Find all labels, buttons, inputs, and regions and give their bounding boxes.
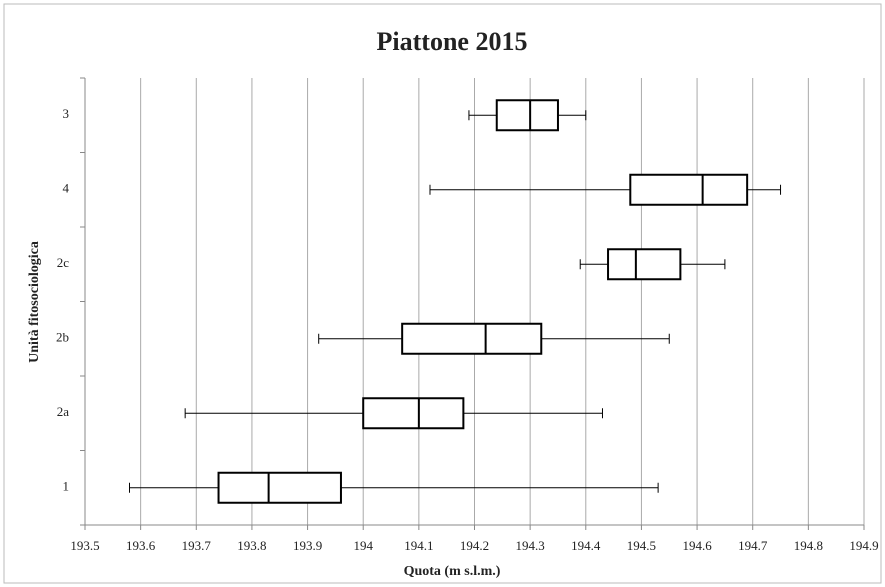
x-tick-label: 193.6 xyxy=(126,538,156,553)
x-tick-label: 194.8 xyxy=(794,538,823,553)
box xyxy=(401,322,543,355)
x-tick-label: 194.3 xyxy=(516,538,545,553)
x-tick-label: 194.9 xyxy=(849,538,878,553)
x-tick-label: 194.4 xyxy=(571,538,601,553)
x-tick-label: 194.6 xyxy=(682,538,712,553)
x-tick-label: 193.8 xyxy=(237,538,266,553)
x-tick-label: 194.2 xyxy=(460,538,489,553)
y-tick-label: 2c xyxy=(57,255,70,270)
box xyxy=(629,173,749,206)
y-tick-label: 4 xyxy=(63,181,70,196)
y-tick-label: 2b xyxy=(56,330,69,345)
x-tick-label: 193.9 xyxy=(293,538,322,553)
chart-frame xyxy=(3,3,882,584)
box xyxy=(362,397,465,430)
x-tick-label: 193.5 xyxy=(70,538,99,553)
y-axis-label: Unità fitosociologica xyxy=(27,241,42,363)
y-tick-label: 1 xyxy=(63,479,70,494)
x-axis-label: Quota (m s.l.m.) xyxy=(404,564,501,579)
box xyxy=(607,248,682,281)
box xyxy=(495,99,559,132)
chart-title: Piattone 2015 xyxy=(377,27,528,56)
x-tick-label: 194.5 xyxy=(627,538,656,553)
x-tick-label: 194.7 xyxy=(738,538,768,553)
y-tick-label: 2a xyxy=(57,404,70,419)
y-tick-label: 3 xyxy=(63,106,70,121)
x-tick-label: 194 xyxy=(353,538,373,553)
x-tick-label: 193.7 xyxy=(182,538,212,553)
x-tick-label: 194.1 xyxy=(404,538,433,553)
box xyxy=(217,471,342,504)
